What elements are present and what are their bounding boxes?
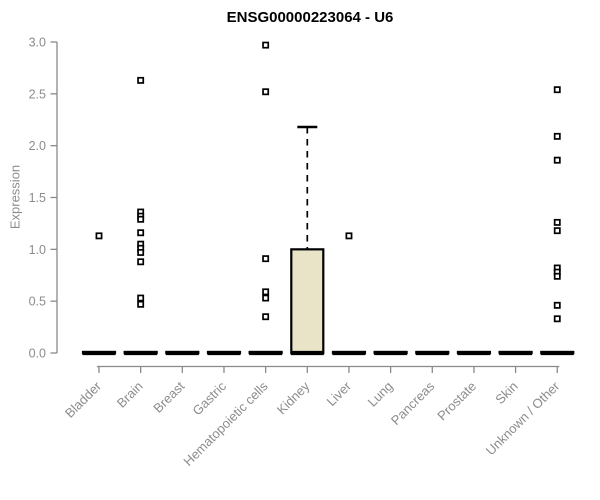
outlier-point <box>262 288 270 296</box>
y-axis-label: Expression <box>7 164 23 230</box>
x-category-label: Prostate <box>434 379 479 424</box>
outlier-point <box>137 76 145 84</box>
x-category-label: Brain <box>114 379 146 411</box>
x-category-label: Bladder <box>62 378 105 421</box>
outlier-point <box>137 248 145 256</box>
x-category-label: Liver <box>324 378 355 409</box>
outlier-point <box>137 215 145 223</box>
outlier-point <box>553 132 561 140</box>
outlier-point <box>95 232 103 240</box>
outlier-point <box>553 156 561 164</box>
y-tick-label: 3.0 <box>29 36 46 50</box>
outlier-point <box>137 294 145 302</box>
x-category-label: Kidney <box>274 378 313 417</box>
x-category-label: Unknown / Other <box>483 378 563 458</box>
x-category-label: Gastric <box>189 378 229 418</box>
box <box>290 248 325 355</box>
y-tick-label: 1.5 <box>29 191 46 205</box>
outlier-point <box>262 41 270 49</box>
outlier-point <box>137 229 145 237</box>
y-tick-label: 0.5 <box>29 295 46 309</box>
x-category-label: Lung <box>365 379 396 410</box>
outlier-point <box>553 272 561 280</box>
x-category-label: Breast <box>150 378 187 415</box>
y-tick-label: 2.5 <box>29 87 46 101</box>
y-tick-label: 2.0 <box>29 139 46 153</box>
x-category-label: Skin <box>492 379 520 407</box>
outlier-point <box>262 294 270 302</box>
outlier-point <box>553 227 561 235</box>
outlier-point <box>553 315 561 323</box>
outlier-point <box>553 301 561 309</box>
outlier-point <box>345 232 353 240</box>
y-tick-label: 1.0 <box>29 243 46 257</box>
outlier-point <box>262 313 270 321</box>
outlier-point <box>553 86 561 94</box>
outlier-point <box>137 258 145 266</box>
outlier-point <box>137 300 145 308</box>
outlier-point <box>262 88 270 96</box>
x-category-label: Pancreas <box>388 378 438 428</box>
y-tick-label: 0.0 <box>29 347 46 361</box>
outlier-point <box>553 218 561 226</box>
outlier-point <box>262 255 270 263</box>
chart-title: ENSG00000223064 - U6 <box>226 9 394 26</box>
